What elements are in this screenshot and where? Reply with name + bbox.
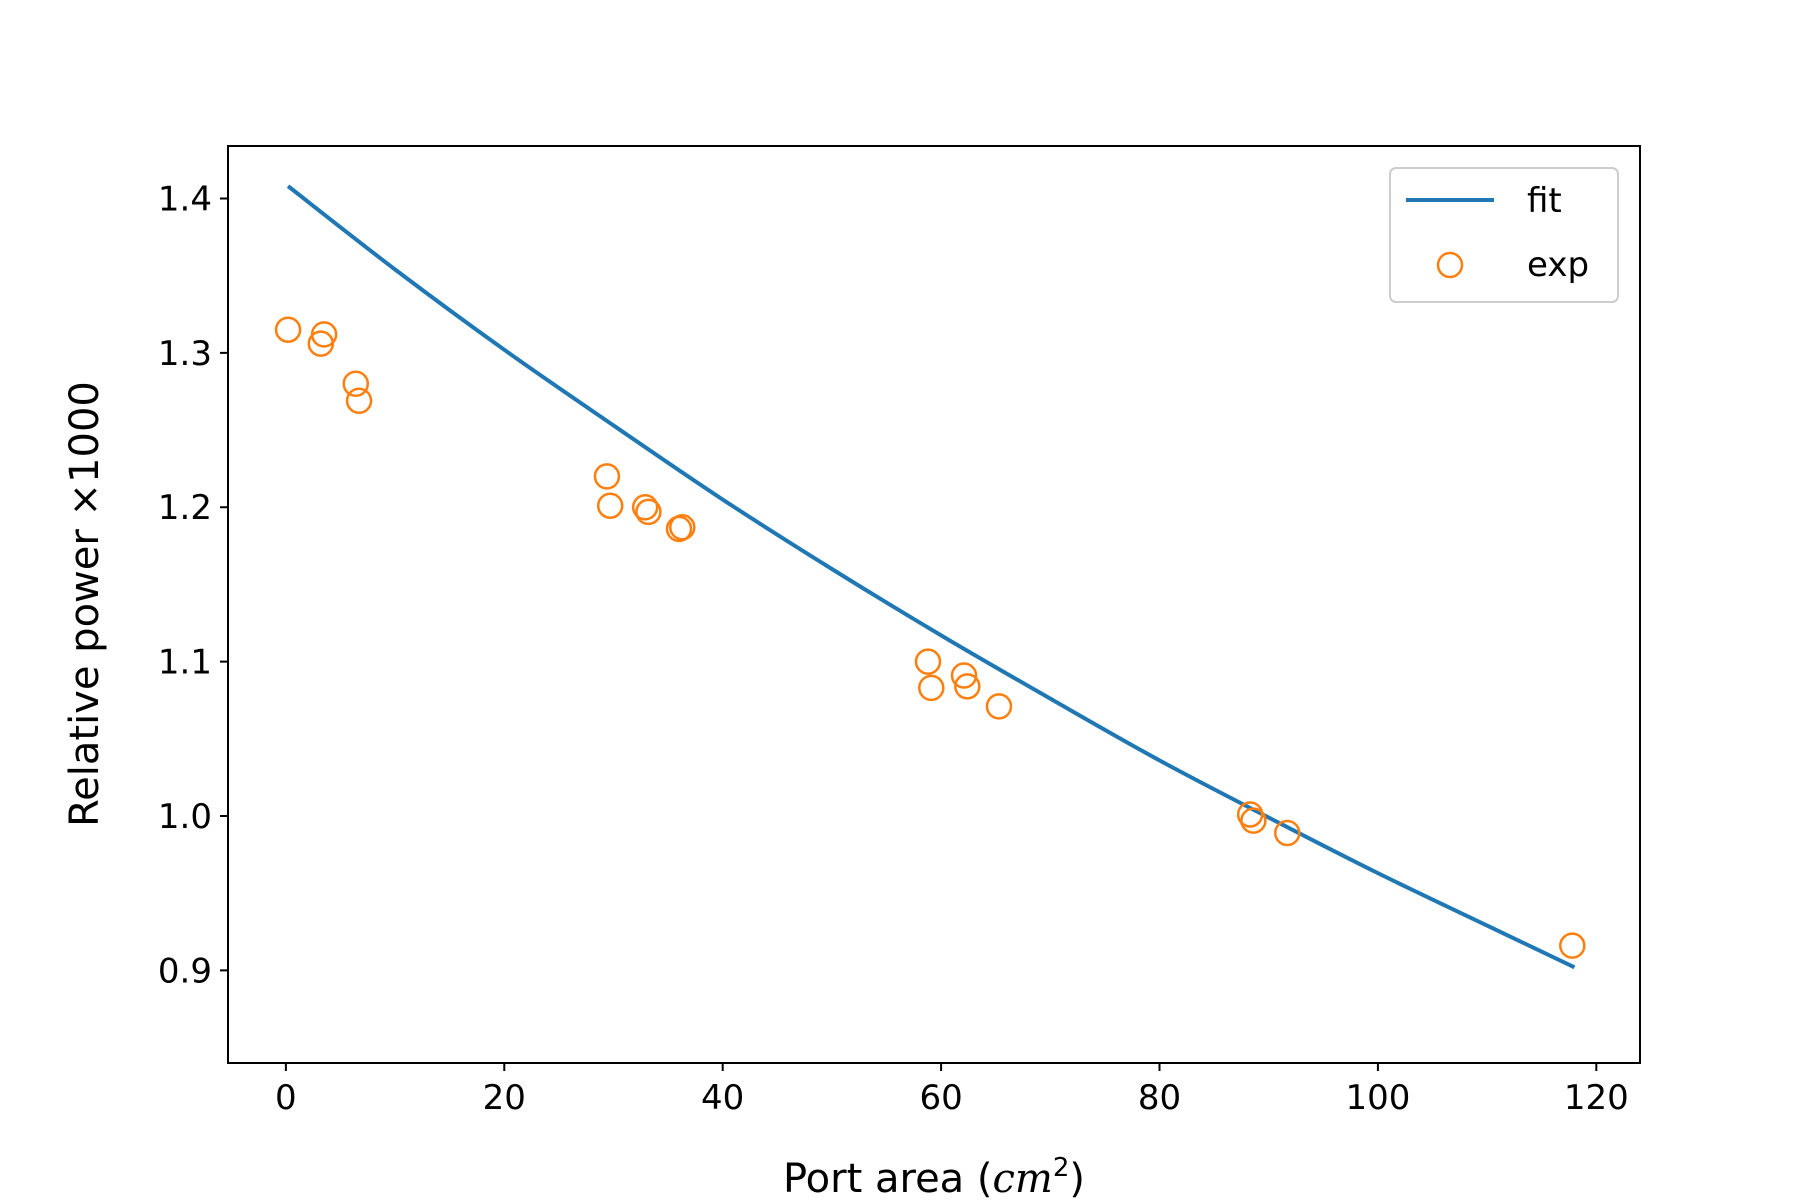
legend-exp-marker-swatch <box>1436 251 1464 279</box>
exp-point <box>1274 819 1301 847</box>
y-tick-label: 0.9 <box>158 951 212 991</box>
exp-point <box>914 648 942 675</box>
x-tick-label: 100 <box>1345 1078 1410 1118</box>
exp-point <box>310 321 338 348</box>
x-axis-label: Port area (cm2) <box>783 1153 1085 1200</box>
x-axis: 0 20 40 60 80 100 120 <box>275 1063 1629 1118</box>
exp-point <box>1559 932 1586 959</box>
x-tick-label: 120 <box>1564 1078 1629 1118</box>
fit-line <box>286 184 1576 970</box>
y-axis: 0.9 1.0 1.1 1.2 1.3 1.4 <box>158 179 228 991</box>
exp-point <box>635 498 662 526</box>
exp-point <box>985 693 1013 720</box>
exp-point <box>918 674 945 702</box>
exp-point <box>342 370 370 397</box>
exp-point <box>1236 801 1264 828</box>
x-tick-label: 20 <box>483 1078 526 1118</box>
exp-point <box>345 387 373 414</box>
exp-point <box>631 493 659 521</box>
legend-exp-label: exp <box>1527 245 1589 285</box>
exp-point <box>593 463 621 490</box>
legend-fit-label: fit <box>1527 181 1562 221</box>
exp-point <box>274 316 302 343</box>
legend: fit exp <box>1389 167 1619 303</box>
x-tick-label: 0 <box>275 1078 297 1118</box>
y-axis-label: Relative power ×1000 <box>62 381 108 827</box>
x-tick-label: 80 <box>1138 1078 1181 1118</box>
x-tick-label: 60 <box>919 1078 962 1118</box>
y-tick-label: 1.2 <box>158 488 212 528</box>
plot-area-frame <box>227 145 1641 1064</box>
y-tick-label: 1.1 <box>158 643 212 683</box>
plot-marks <box>274 184 1586 970</box>
y-tick-label: 1.4 <box>158 179 212 219</box>
exp-point <box>1240 807 1267 834</box>
exp-point <box>950 662 978 689</box>
exp-point <box>596 492 624 519</box>
exp-point <box>669 514 696 541</box>
exp-point <box>954 673 981 700</box>
y-tick-label: 1.0 <box>158 797 212 837</box>
x-tick-label: 40 <box>701 1078 744 1118</box>
y-tick-label: 1.3 <box>158 334 212 374</box>
